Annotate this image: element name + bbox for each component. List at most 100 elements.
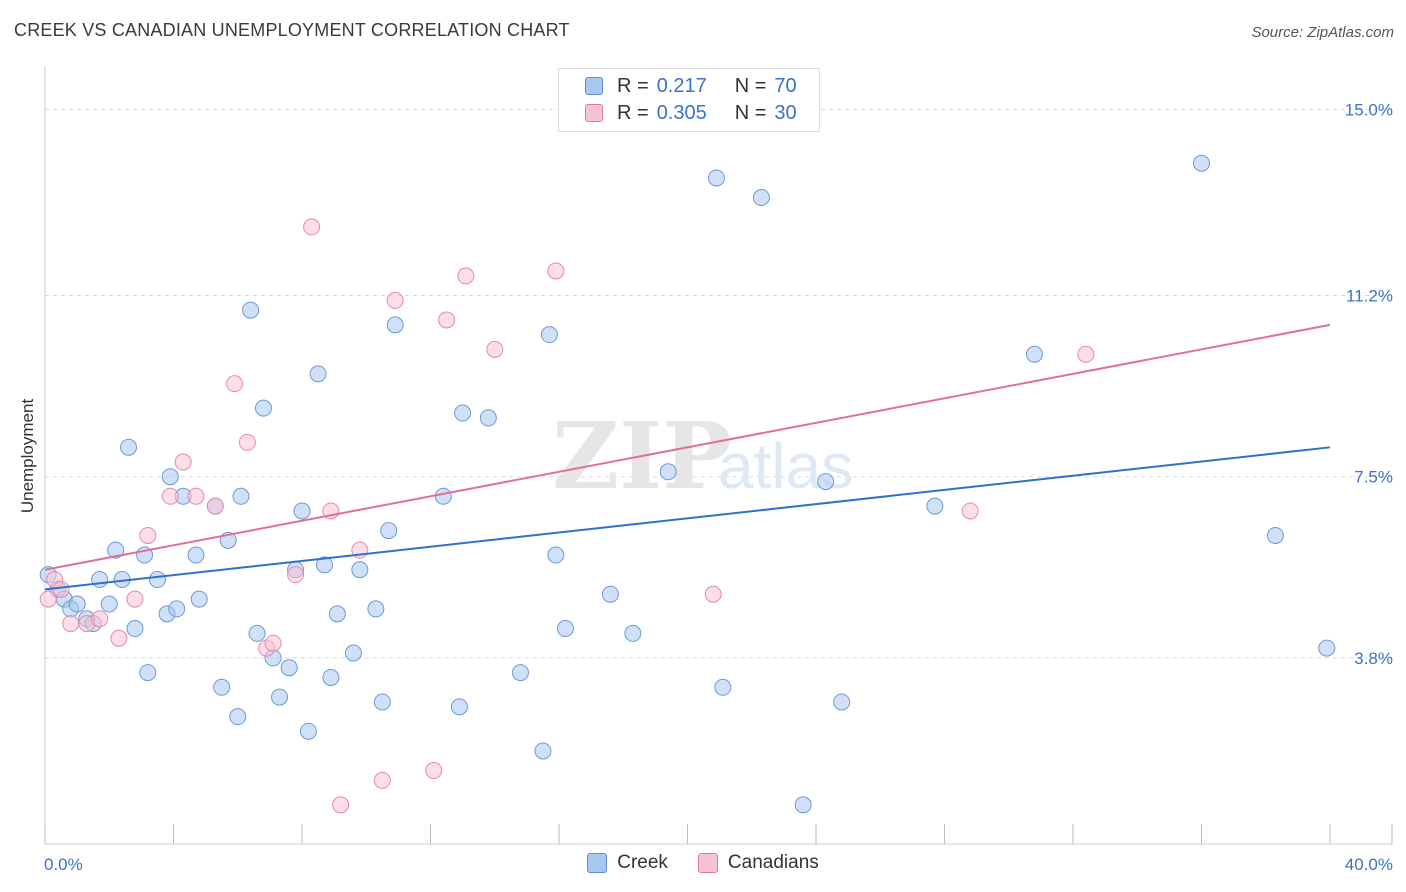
point-canadians: [174, 453, 192, 471]
bottom-legend-swatch-canadians: [697, 853, 718, 873]
point-canadians: [238, 433, 256, 451]
point-creek: [556, 620, 574, 638]
point-creek: [707, 169, 725, 187]
point-creek: [91, 571, 109, 589]
y-tick-label: 11.2%: [1346, 286, 1393, 305]
point-canadians: [386, 291, 404, 309]
point-creek: [139, 664, 157, 682]
point-creek: [1318, 639, 1336, 657]
point-creek: [107, 541, 125, 559]
bottom-legend: Creek Canadians: [0, 852, 1406, 874]
legend-swatch-canadians: [585, 104, 603, 122]
point-canadians: [457, 267, 475, 285]
point-creek: [315, 556, 333, 574]
point-creek: [322, 668, 340, 686]
point-canadians: [287, 566, 305, 584]
legend-n-value: 30: [774, 101, 797, 124]
point-creek: [309, 365, 327, 383]
point-canadians: [62, 615, 80, 633]
point-creek: [794, 796, 812, 814]
grid-layer: [45, 108, 1392, 659]
axis-layer: [44, 66, 1393, 845]
point-creek: [328, 605, 346, 623]
point-canadians: [187, 487, 205, 505]
legend-swatch-creek: [585, 77, 603, 95]
trendline-creek: [44, 446, 1331, 591]
bottom-legend-swatch-creek: [587, 853, 608, 873]
point-canadians: [91, 610, 109, 628]
point-creek: [161, 468, 179, 486]
point-creek: [380, 522, 398, 540]
legend-r-label: R =: [617, 74, 649, 97]
legend-r-label: R =: [617, 101, 649, 124]
point-canadians: [303, 218, 321, 236]
point-canadians: [39, 590, 57, 608]
trend-layer: [44, 323, 1331, 591]
bottom-legend-canadians[interactable]: Canadians: [697, 852, 819, 874]
point-creek: [479, 409, 497, 427]
points-layer: [39, 100, 1336, 814]
point-creek: [434, 487, 452, 505]
x-tick-label: 0.0%: [44, 855, 83, 874]
bottom-legend-creek[interactable]: Creek: [587, 852, 668, 874]
y-tick-label: 7.5%: [1354, 468, 1393, 487]
point-creek: [68, 595, 86, 613]
point-canadians: [425, 762, 443, 780]
point-creek: [213, 678, 231, 696]
point-creek: [659, 463, 677, 481]
chart-source: Source: ZipAtlas.com: [1251, 24, 1394, 41]
point-canadians: [438, 311, 456, 329]
legend-n-value: 70: [774, 74, 797, 97]
point-canadians: [161, 487, 179, 505]
x-tick-label: 40.0%: [1345, 855, 1393, 874]
point-canadians: [226, 375, 244, 393]
point-creek: [1025, 345, 1043, 363]
point-creek: [190, 590, 208, 608]
point-canadians: [486, 340, 504, 358]
point-creek: [817, 473, 835, 491]
point-creek: [254, 399, 272, 417]
point-creek: [120, 438, 138, 456]
point-canadians: [373, 771, 391, 789]
legend-r-value: 0.305: [656, 101, 707, 124]
point-creek: [1266, 526, 1284, 544]
point-creek: [168, 600, 186, 618]
point-creek: [126, 620, 144, 638]
point-creek: [242, 301, 260, 319]
point-creek: [1193, 154, 1210, 172]
legend-row-creek: R = 0.217 N = 70: [585, 73, 797, 99]
legend-n-label: N =: [734, 74, 767, 97]
point-creek: [926, 497, 944, 515]
legend-row-canadians: R = 0.305 N = 30: [585, 100, 797, 126]
point-canadians: [1077, 345, 1095, 363]
point-creek: [601, 585, 619, 603]
point-canadians: [126, 590, 144, 608]
point-canadians: [52, 580, 70, 598]
point-creek: [280, 659, 298, 677]
point-creek: [450, 698, 468, 716]
point-canadians: [139, 526, 157, 544]
point-canadians: [332, 796, 350, 814]
point-creek: [187, 546, 205, 564]
point-canadians: [206, 497, 224, 515]
point-creek: [547, 546, 565, 564]
bottom-legend-label-creek: Creek: [617, 852, 668, 873]
bottom-legend-label-canadians: Canadians: [727, 852, 819, 873]
point-creek: [752, 189, 770, 207]
trendline-canadians: [44, 323, 1331, 571]
point-canadians: [547, 262, 565, 280]
point-creek: [100, 595, 118, 613]
point-creek: [714, 678, 732, 696]
point-creek: [511, 664, 529, 682]
point-canadians: [961, 502, 979, 520]
y-tick-label: 15.0%: [1345, 100, 1393, 119]
legend: R = 0.217 N = 70 R = 0.305 N = 30: [558, 68, 820, 132]
point-creek: [299, 722, 317, 740]
watermark: ZIPatlas: [552, 402, 853, 510]
point-creek: [454, 404, 472, 422]
point-creek: [229, 708, 247, 726]
point-canadians: [704, 585, 722, 603]
point-creek: [344, 644, 362, 662]
point-creek: [534, 742, 552, 760]
